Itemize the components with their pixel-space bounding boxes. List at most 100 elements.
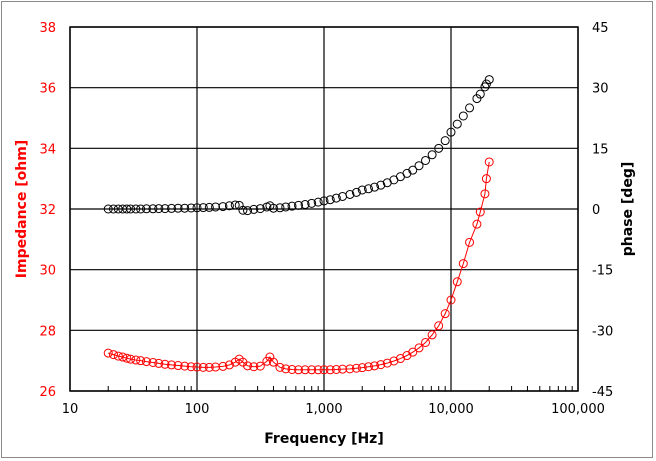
y2-tick-label: -45 xyxy=(592,385,613,400)
phase-point xyxy=(249,204,259,214)
impedance-point xyxy=(484,157,494,167)
impedance-point xyxy=(126,354,136,364)
impedance-point xyxy=(160,359,170,369)
phase-point xyxy=(484,75,494,85)
y2-axis-label: phase [deg] xyxy=(620,162,636,256)
impedance-point xyxy=(218,361,228,371)
impedance-point xyxy=(389,356,399,366)
y-tick-label: 32 xyxy=(39,203,56,218)
phase-point xyxy=(408,165,418,175)
phase-point xyxy=(421,155,431,165)
impedance-point xyxy=(122,353,132,363)
phase-point xyxy=(434,143,444,153)
phase-point xyxy=(255,204,265,214)
phase-point xyxy=(141,204,151,214)
phase-point xyxy=(281,202,291,212)
impedance-point xyxy=(338,364,348,374)
impedance-point xyxy=(370,361,380,371)
phase-point xyxy=(376,180,386,190)
impedance-point xyxy=(382,358,392,368)
phase-point xyxy=(458,111,468,121)
impedance-point xyxy=(131,355,141,365)
impedance-point xyxy=(148,357,158,367)
impedance-point xyxy=(446,295,456,305)
grid xyxy=(69,26,579,392)
phase-point xyxy=(325,195,335,205)
phase-point xyxy=(211,202,221,212)
phase-point xyxy=(440,136,450,146)
phase-point xyxy=(313,197,323,207)
impedance-point xyxy=(458,259,468,269)
impedance-point xyxy=(268,357,278,367)
y-tick-label: 30 xyxy=(39,264,56,279)
x-tick-label: 10,000 xyxy=(428,402,474,417)
impedance-point xyxy=(363,362,373,372)
impedance-point xyxy=(434,321,444,331)
impedance-point xyxy=(136,356,146,366)
phase-point xyxy=(160,204,170,214)
impedance-point xyxy=(331,364,341,374)
phase-point xyxy=(230,200,240,210)
impedance-point xyxy=(204,362,214,372)
phase-point xyxy=(452,119,462,129)
phase-point xyxy=(103,204,113,214)
tick-labels: 26 -45 28 -30 30 -15 32 0 34 15 36 30 38 45 10 100 1,000… xyxy=(39,21,613,417)
phase-point xyxy=(319,196,329,206)
phase-point xyxy=(204,202,214,212)
phase-point xyxy=(243,206,253,216)
phase-point xyxy=(481,79,491,89)
impedance-point xyxy=(275,362,285,372)
impedance-point xyxy=(427,330,437,340)
phase-point xyxy=(300,200,310,210)
impedance-point xyxy=(287,364,297,374)
phase-point xyxy=(192,203,202,213)
phase-point xyxy=(198,203,208,213)
impedance-point xyxy=(294,365,304,375)
y-axis-label: Impedance [ohm] xyxy=(14,140,30,278)
y-tick-label: 36 xyxy=(39,82,56,97)
impedance-point xyxy=(475,207,485,217)
impedance-point xyxy=(243,361,253,371)
phase-point xyxy=(167,203,177,213)
impedance-point xyxy=(465,237,475,247)
phase-point xyxy=(180,203,190,213)
phase-point xyxy=(363,184,373,194)
impedance-point xyxy=(480,189,490,199)
phase-point xyxy=(131,204,141,214)
phase-point xyxy=(370,182,380,192)
x-tick-label: 100 xyxy=(185,402,210,417)
phase-point xyxy=(307,198,317,208)
y2-tick-label: 0 xyxy=(592,203,600,218)
impedance-point xyxy=(325,365,335,375)
impedance-point xyxy=(167,360,177,370)
y2-tick-label: 30 xyxy=(592,82,609,97)
phase-point xyxy=(331,193,341,203)
impedance-point xyxy=(192,362,202,372)
y2-tick-label: -30 xyxy=(592,324,613,339)
impedance-point xyxy=(141,357,151,367)
impedance-point xyxy=(376,360,386,370)
x-axis-label: Frequency [Hz] xyxy=(264,431,383,447)
y2-tick-label: -15 xyxy=(592,264,613,279)
impedance-point xyxy=(103,348,113,358)
phase-point xyxy=(224,201,234,211)
data-marks xyxy=(103,75,494,375)
impedance-point xyxy=(154,358,164,368)
y-tick-label: 34 xyxy=(39,142,56,157)
impedance-point xyxy=(408,347,418,357)
impedance-point xyxy=(319,365,329,375)
impedance-point xyxy=(180,361,190,371)
x-tick-label: 100,000 xyxy=(551,402,605,417)
y2-tick-label: 15 xyxy=(592,142,609,157)
impedance-point xyxy=(307,365,317,375)
series-line-0 xyxy=(108,161,490,371)
impedance-point xyxy=(281,364,291,374)
impedance-point xyxy=(108,350,118,360)
phase-point xyxy=(238,205,248,215)
phase-point xyxy=(345,189,355,199)
phase-point xyxy=(287,201,297,211)
impedance-point xyxy=(186,362,196,372)
phase-point xyxy=(186,203,196,213)
y2-tick-label: 45 xyxy=(592,21,609,36)
